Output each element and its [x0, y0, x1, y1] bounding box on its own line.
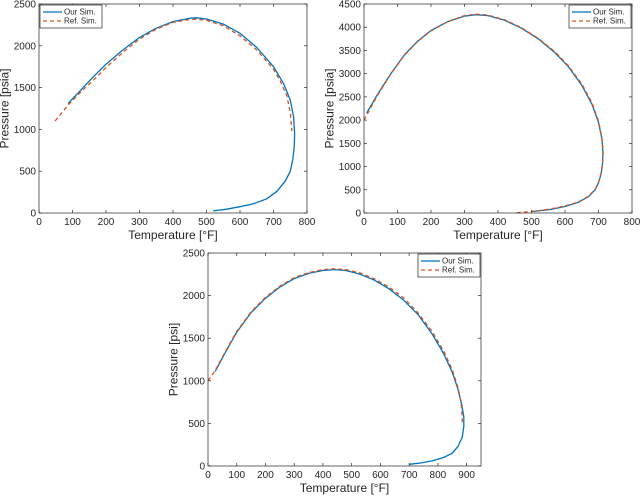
our-sim-line	[214, 268, 465, 465]
our-sim-line	[67, 17, 296, 212]
y-tick-label: 500	[19, 167, 36, 178]
x-tick-label: 600	[557, 217, 574, 228]
x-tick-label: 100	[64, 217, 81, 228]
x-tick-label: 400	[165, 217, 182, 228]
y-tick-label: 1000	[14, 125, 37, 136]
x-tick-label: 700	[590, 217, 607, 228]
y-tick-label: 2000	[14, 41, 37, 52]
axes-box	[363, 3, 633, 214]
legend-our-sim-label: Our Sim.	[593, 8, 625, 17]
y-tick-label: 1000	[339, 162, 362, 173]
x-tick-label: 600	[372, 470, 389, 481]
x-tick-label: 300	[456, 217, 473, 228]
legend-ref-sim-label: Ref. Sim.	[593, 17, 626, 26]
x-tick-label: 0	[361, 217, 367, 228]
legend-ref-sim-label: Ref. Sim.	[64, 17, 97, 26]
x-tick-label: 800	[299, 217, 316, 228]
x-tick-label: 700	[401, 470, 418, 481]
y-tick-label: 1500	[339, 139, 362, 150]
legend: Our Sim.Ref. Sim.	[568, 4, 632, 29]
y-tick-label: 500	[188, 419, 205, 430]
ref-sim-line	[54, 18, 293, 132]
legend-ref-sim-label: Ref. Sim.	[442, 266, 475, 275]
x-tick-label: 500	[198, 217, 215, 228]
y-tick-label: 1500	[14, 83, 37, 94]
x-tick-label: 700	[265, 217, 282, 228]
x-tick-label: 100	[228, 470, 245, 481]
y-axis-label: Pressure [psi]	[167, 323, 181, 396]
y-tick-label: 0	[199, 462, 205, 473]
y-tick-label: 2000	[183, 291, 206, 302]
y-tick-label: 0	[30, 209, 36, 220]
legend: Our Sim.Ref. Sim.	[417, 253, 481, 278]
y-tick-label: 3000	[339, 69, 362, 80]
legend: Our Sim.Ref. Sim.	[39, 4, 103, 29]
ref-sim-line	[207, 268, 463, 424]
x-tick-label: 100	[389, 217, 406, 228]
x-tick-label: 900	[458, 470, 475, 481]
y-tick-label: 2500	[183, 249, 206, 260]
legend-box	[39, 4, 103, 29]
y-tick-label: 2500	[339, 92, 362, 103]
y-tick-label: 1500	[183, 334, 206, 345]
our-sim-line	[366, 14, 604, 213]
x-tick-label: 800	[430, 470, 447, 481]
y-tick-label: 2000	[339, 116, 362, 127]
x-tick-label: 800	[624, 217, 640, 228]
x-tick-label: 400	[490, 217, 507, 228]
axes-box	[38, 3, 308, 214]
x-tick-label: 200	[257, 470, 274, 481]
legend-box	[417, 253, 481, 278]
y-tick-label: 0	[355, 209, 361, 220]
legend-our-sim-label: Our Sim.	[442, 257, 474, 266]
chart-top-right: 0 100 200 300 400 500 600 700 800 0 500 1000 1500 200…	[323, 0, 640, 242]
axes-box	[207, 252, 482, 467]
x-axis-label: Temperature [°F]	[453, 228, 543, 242]
ref-sim-line	[363, 13, 604, 214]
chart-top-left: 0 100 200 300 400 500 600 700 800 0 500 1000 1500 200…	[0, 0, 316, 242]
x-tick-label: 200	[423, 217, 440, 228]
x-tick-label: 500	[523, 217, 540, 228]
x-tick-label: 0	[205, 470, 211, 481]
y-axis-label: Pressure [psia]	[323, 68, 337, 148]
x-tick-label: 500	[343, 470, 360, 481]
legend-box	[568, 4, 632, 29]
x-axis-label: Temperature [°F]	[300, 481, 390, 495]
y-tick-label: 4000	[339, 23, 362, 34]
x-tick-label: 600	[232, 217, 249, 228]
x-tick-label: 300	[131, 217, 148, 228]
chart-bottom-center: 0 100 200 300 400 500 600 700 800 900 0 500 1000 1500…	[167, 249, 482, 495]
y-tick-label: 500	[344, 185, 361, 196]
y-tick-label: 1000	[183, 376, 206, 387]
y-tick-label: 2500	[14, 0, 37, 11]
x-tick-label: 300	[286, 470, 303, 481]
x-tick-label: 0	[36, 217, 42, 228]
y-tick-label: 4500	[339, 0, 362, 11]
y-axis-label: Pressure [psia]	[0, 68, 12, 148]
x-axis-label: Temperature [°F]	[128, 228, 218, 242]
legend-our-sim-label: Our Sim.	[64, 8, 96, 17]
x-tick-label: 400	[315, 470, 332, 481]
y-tick-label: 3500	[339, 46, 362, 57]
x-tick-label: 200	[98, 217, 115, 228]
